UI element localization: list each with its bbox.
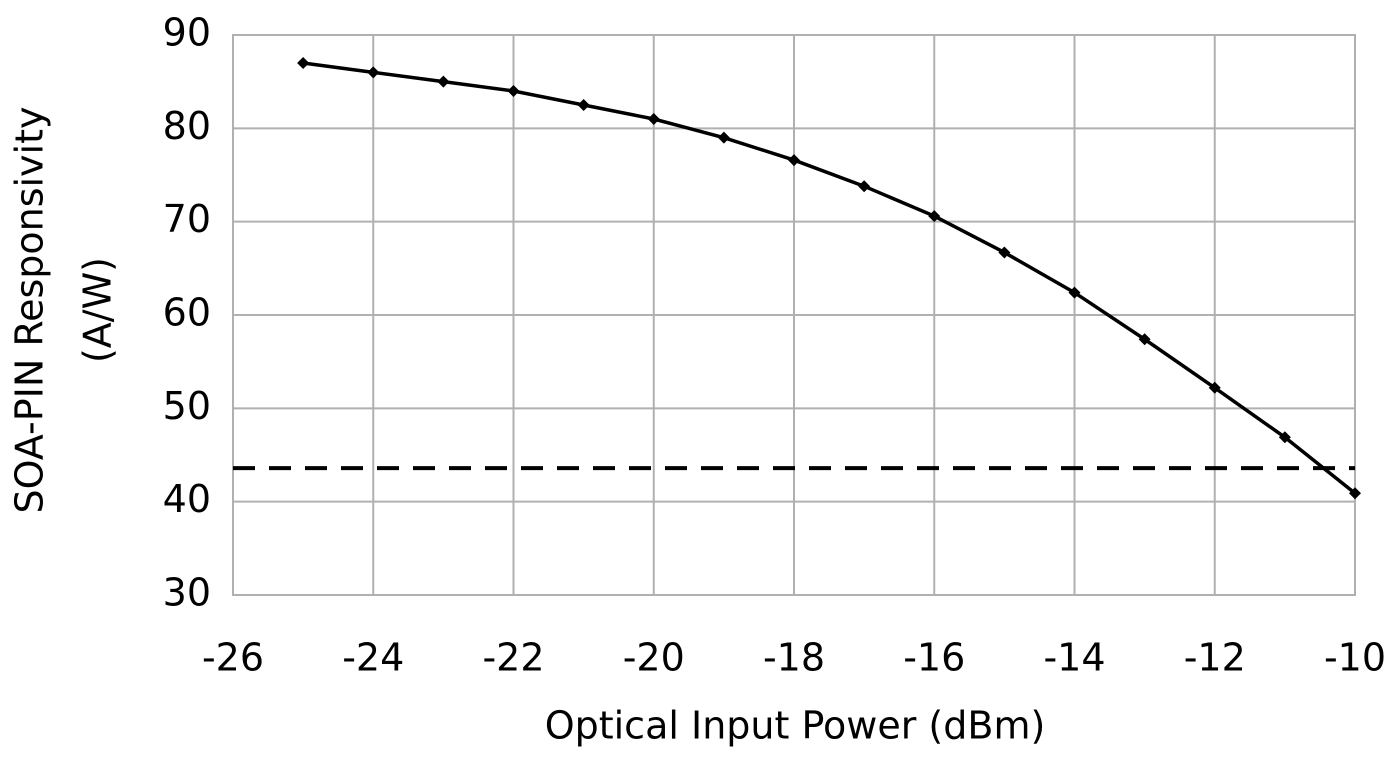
x-tick-label: -16 — [903, 636, 965, 680]
plot-frame — [232, 34, 1356, 596]
y-tick-label: 80 — [163, 104, 211, 148]
data-point — [1138, 333, 1151, 346]
x-tick-label: -22 — [482, 636, 544, 680]
data-point — [788, 154, 800, 167]
y-tick-label: 90 — [163, 11, 211, 55]
data-point — [577, 99, 590, 111]
x-tick-label: -14 — [1043, 636, 1105, 680]
y-tick-label: 50 — [163, 384, 211, 428]
x-tick-label: -20 — [623, 636, 685, 680]
data-point — [507, 85, 520, 97]
data-point — [1349, 487, 1361, 500]
y-tick-label: 60 — [163, 291, 211, 335]
data-point — [367, 66, 380, 79]
data-point — [1278, 431, 1291, 444]
x-tick-label: -10 — [1324, 636, 1386, 680]
data-point — [1068, 286, 1081, 299]
x-tick-label: -26 — [202, 636, 264, 680]
data-point — [437, 75, 450, 88]
x-tick-label: -18 — [763, 636, 825, 680]
data-point — [1208, 381, 1221, 394]
y-tick-label: 30 — [163, 571, 211, 615]
y-tick-label: 70 — [163, 197, 211, 241]
x-tick-label: -24 — [342, 636, 404, 680]
data-point — [928, 210, 941, 223]
data-point — [297, 57, 310, 69]
x-axis-title: Optical Input Power (dBm) — [545, 704, 1046, 748]
y-axis-title: SOA-PIN Responsivity — [8, 107, 52, 514]
data-line — [302, 61, 1357, 495]
data-point — [717, 131, 730, 144]
y-tick-label: 40 — [163, 477, 211, 521]
x-tick-label: -12 — [1184, 636, 1246, 680]
y-axis-title: (A/W) — [76, 257, 120, 363]
data-point — [647, 113, 660, 125]
data-point — [858, 180, 871, 193]
data-point — [998, 246, 1011, 259]
